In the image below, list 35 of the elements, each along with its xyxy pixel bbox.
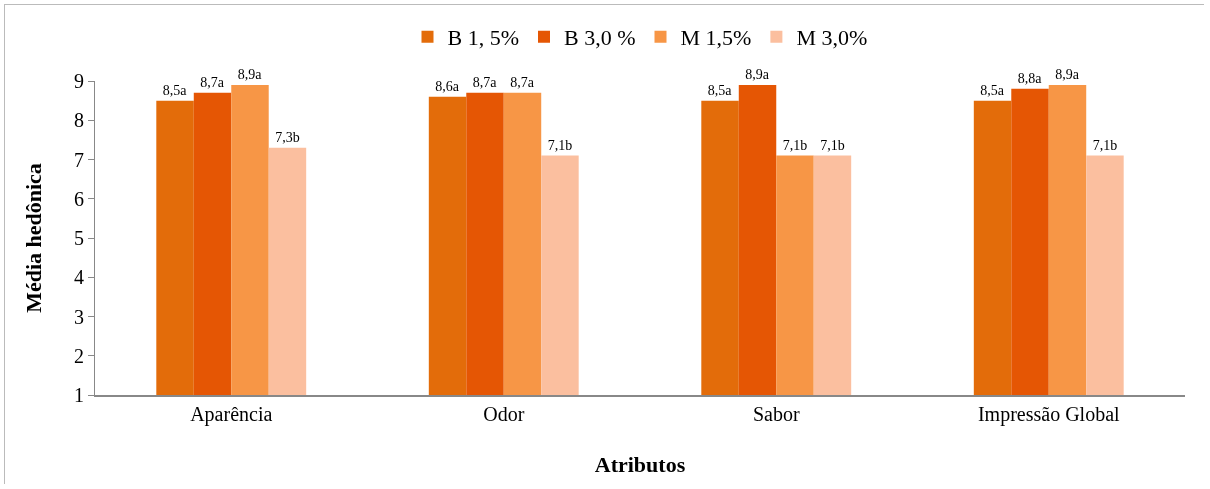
data-label: 8,7a: [200, 74, 225, 90]
data-label: 8,7a: [510, 74, 535, 90]
data-label: 7,1b: [782, 137, 808, 153]
data-label: 8,9a: [1055, 66, 1080, 82]
x-tick-label: Aparência: [190, 403, 273, 426]
legend-label: B 3,0 %: [564, 25, 636, 51]
y-tick-label: 4: [74, 266, 84, 289]
y-tick-label: 8: [74, 109, 84, 132]
y-tick-label: 7: [74, 148, 84, 171]
x-tick-label: Sabor: [752, 403, 800, 425]
y-tick-label: 1: [74, 384, 84, 406]
data-label: 7,1b: [547, 137, 573, 153]
y-tick-label: 3: [74, 305, 84, 328]
x-axis-title: Atributos: [594, 452, 686, 477]
data-label: 7,1b: [820, 137, 845, 153]
legend-label: M 1,5%: [680, 25, 752, 51]
data-label: 8,8a: [1017, 70, 1043, 86]
x-tick-label: Odor: [483, 403, 525, 425]
data-label: 8,9a: [237, 66, 263, 82]
data-label: 7,3b: [275, 129, 300, 145]
legend-label: B 1, 5%: [447, 25, 519, 51]
y-tick-label: 9: [74, 70, 84, 92]
y-axis-title: Média hedônica: [21, 163, 46, 313]
y-tick-label: 5: [74, 227, 84, 249]
data-label: 8,9a: [745, 66, 770, 82]
x-tick-label: Impressão Global: [977, 403, 1120, 426]
data-label: 8,5a: [162, 82, 188, 98]
data-label: 8,7a: [472, 74, 498, 90]
data-label: 8,5a: [707, 82, 733, 98]
y-tick-label: 2: [74, 344, 84, 367]
data-label: 7,1b: [1092, 137, 1118, 153]
y-tick-label: 6: [74, 187, 84, 210]
data-label: 8,5a: [980, 82, 1005, 98]
data-label: 8,6a: [435, 78, 460, 94]
legend-label: M 3,0%: [796, 25, 868, 51]
